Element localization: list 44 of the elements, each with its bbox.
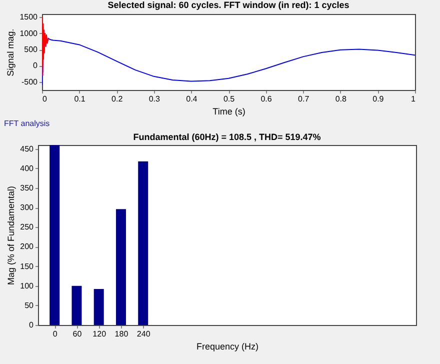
chart-title: Selected signal: 60 cycles. FFT window (in red): 1 cycles [108,0,350,10]
x-tick-label: 0.3 [148,94,161,104]
x-tick-label: 0 [42,94,48,104]
x-tick-label: 0 [52,330,58,338]
x-tick-label: 0.7 [298,94,310,104]
x-tick-label: 0.4 [186,94,198,104]
y-tick-label: 300 [20,203,34,212]
bar [50,145,60,325]
y-tick-label: 350 [20,184,34,193]
x-tick-label: 0.9 [372,94,384,104]
y-tick-label: 200 [20,242,34,252]
y-axis-title: Signal mag. [6,28,16,76]
x-axis-title: Time (s) [212,106,246,116]
x-tick-label: 0.1 [74,94,86,104]
x-tick-label: 0.8 [335,94,348,104]
x-tick-label: 120 [92,330,107,338]
y-tick-label: 1000 [20,28,38,38]
y-tick-label: 0 [29,320,34,330]
x-tick-label: 240 [136,330,151,338]
bar [94,289,104,325]
y-tick-label: -500 [21,77,38,86]
y-tick-label: 450 [20,144,34,154]
y-axis-title: Mag (% of Fundamental) [6,186,16,286]
x-axis-title: Frequency (Hz) [196,342,259,352]
x-tick-label: 0.2 [112,94,124,104]
bar [116,209,126,325]
y-tick-label: 400 [20,164,34,173]
bar [138,161,148,325]
y-tick-label: 250 [20,222,34,232]
y-tick-label: 50 [24,300,34,310]
x-tick-label: 0.5 [223,94,236,104]
line-series [42,16,49,76]
text: FFT analysis [3,118,51,130]
y-tick-label: 500 [24,45,38,54]
x-tick-label: 60 [72,330,82,338]
x-tick-label: 0.6 [260,94,272,104]
chart-title: Fundamental (60Hz) = 108.5 , THD= 519.47% [133,132,321,142]
y-tick-label: 1500 [20,12,38,22]
bar [72,286,82,325]
y-tick-label: 0 [33,61,38,70]
x-tick-label: 1 [411,94,416,104]
y-tick-label: 100 [20,281,34,290]
y-tick-label: 150 [20,262,34,271]
x-tick-label: 180 [114,330,129,338]
